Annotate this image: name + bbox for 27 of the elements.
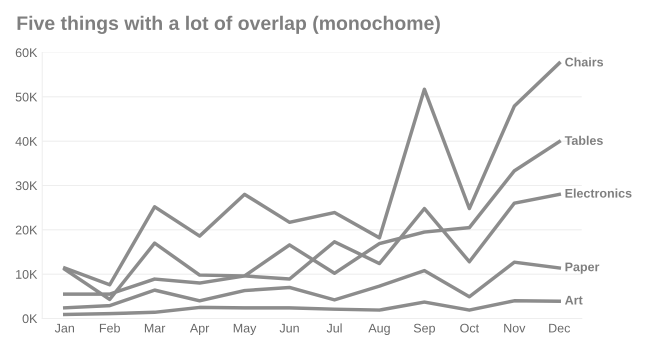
series-label: Electronics [566,188,632,198]
x-tick-label: Jul [326,323,342,333]
series-label: Chairs [565,57,604,66]
line-series [62,299,562,316]
x-tick-label: Oct [460,324,479,333]
x-tick-label: Feb [100,323,120,333]
y-tick-label: 10K [16,270,38,279]
chart-title: Five things with a lot of overlap (monochome) [18,16,440,34]
x-tick-label: Aug [368,324,390,336]
series-label: Paper [566,262,600,274]
x-tick-label: Nov [504,324,526,333]
line-series [62,260,562,310]
x-tick-label: Mar [144,324,166,333]
x-tick-label: Apr [190,324,210,336]
y-tick-label: 30K [16,181,38,190]
y-tick-label: 50K [16,92,38,102]
series-label: Art [564,296,583,305]
x-tick-label: Dec [549,324,570,333]
y-tick-label: 0K [22,314,38,324]
x-tick-label: Jan [54,324,74,333]
series-label: Tables [564,136,603,145]
y-tick-label: 60K [16,48,38,58]
x-tick-label: May [234,324,256,336]
y-tick-label: 40K [15,136,38,146]
x-tick-label: Sep [414,324,435,336]
y-tick-label: 20K [16,226,38,234]
x-tick-label: Jun [280,324,299,333]
